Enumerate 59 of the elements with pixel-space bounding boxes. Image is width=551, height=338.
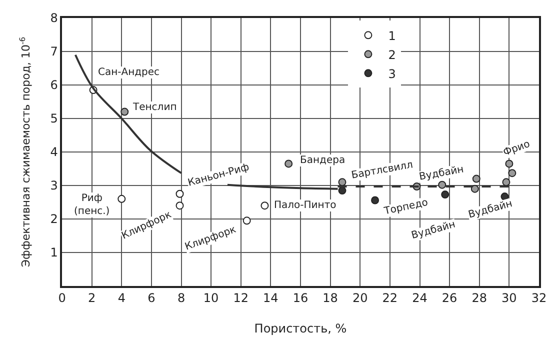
x-tick-label: 18	[322, 291, 338, 306]
x-axis-title: Пористость, %	[254, 322, 347, 336]
x-tick-label: 6	[148, 291, 156, 306]
x-tick-label: 0	[58, 291, 66, 306]
x-tick-label: 2	[88, 291, 96, 306]
point	[284, 160, 293, 168]
point	[438, 180, 446, 189]
point	[118, 194, 126, 203]
point	[260, 202, 269, 210]
annotation: Торпедо	[382, 197, 429, 218]
annotation: Вудбайн	[410, 219, 457, 242]
point	[176, 190, 184, 198]
point	[242, 216, 251, 225]
x-tick-label: 8	[177, 291, 186, 306]
x-tick-label: 14	[263, 291, 278, 306]
annotation: Пало-Пинто	[274, 200, 336, 211]
x-tick-label: 16	[292, 291, 308, 306]
y-tick-label: 7	[50, 44, 58, 59]
point	[472, 174, 480, 183]
annotation: Фрио	[502, 138, 532, 159]
annotation: Сан-Андрес	[98, 67, 160, 78]
y-tick-label: 5	[50, 112, 58, 126]
x-tick-label: 28	[472, 291, 488, 306]
y-tick-label: 1	[50, 246, 58, 260]
annotation: Тенслип	[132, 102, 177, 113]
point	[441, 190, 450, 199]
x-tick-label: 26	[442, 291, 458, 306]
y-tick-label: 4	[50, 145, 58, 160]
point	[508, 169, 516, 178]
annotation: Вудбайн	[418, 164, 465, 183]
point	[500, 192, 509, 201]
annotation: Бандера	[300, 155, 346, 166]
legend-label: 3	[388, 66, 396, 81]
x-tick-label: 10	[203, 291, 219, 306]
y-tick-label: 8	[50, 11, 58, 26]
point	[371, 196, 380, 204]
x-tick-label: 4	[118, 291, 126, 306]
annotation: Вудбайн	[467, 198, 514, 221]
x-tick-label: 22	[382, 291, 398, 306]
point	[505, 160, 514, 168]
y-tick-label: 6	[50, 78, 58, 92]
point	[176, 202, 184, 210]
point	[338, 186, 346, 195]
x-tick-label: 20	[352, 291, 368, 306]
x-tick-label: 24	[412, 291, 428, 306]
annotation: Бартлсвилл	[350, 160, 414, 182]
y-tick-label: 3	[50, 178, 58, 193]
line-series	[74, 54, 182, 174]
legend-label: 2	[388, 48, 396, 62]
point	[470, 184, 479, 193]
x-tick-label: 12	[233, 291, 249, 306]
annotation: Риф (пенс.)	[74, 193, 110, 217]
y-tick-label: 2	[50, 212, 58, 226]
point	[338, 178, 346, 186]
point	[120, 108, 129, 116]
point	[502, 178, 510, 186]
legend-label: 1	[388, 28, 396, 43]
x-tick-label: 30	[502, 291, 517, 306]
x-tick-label: 32	[531, 291, 547, 306]
